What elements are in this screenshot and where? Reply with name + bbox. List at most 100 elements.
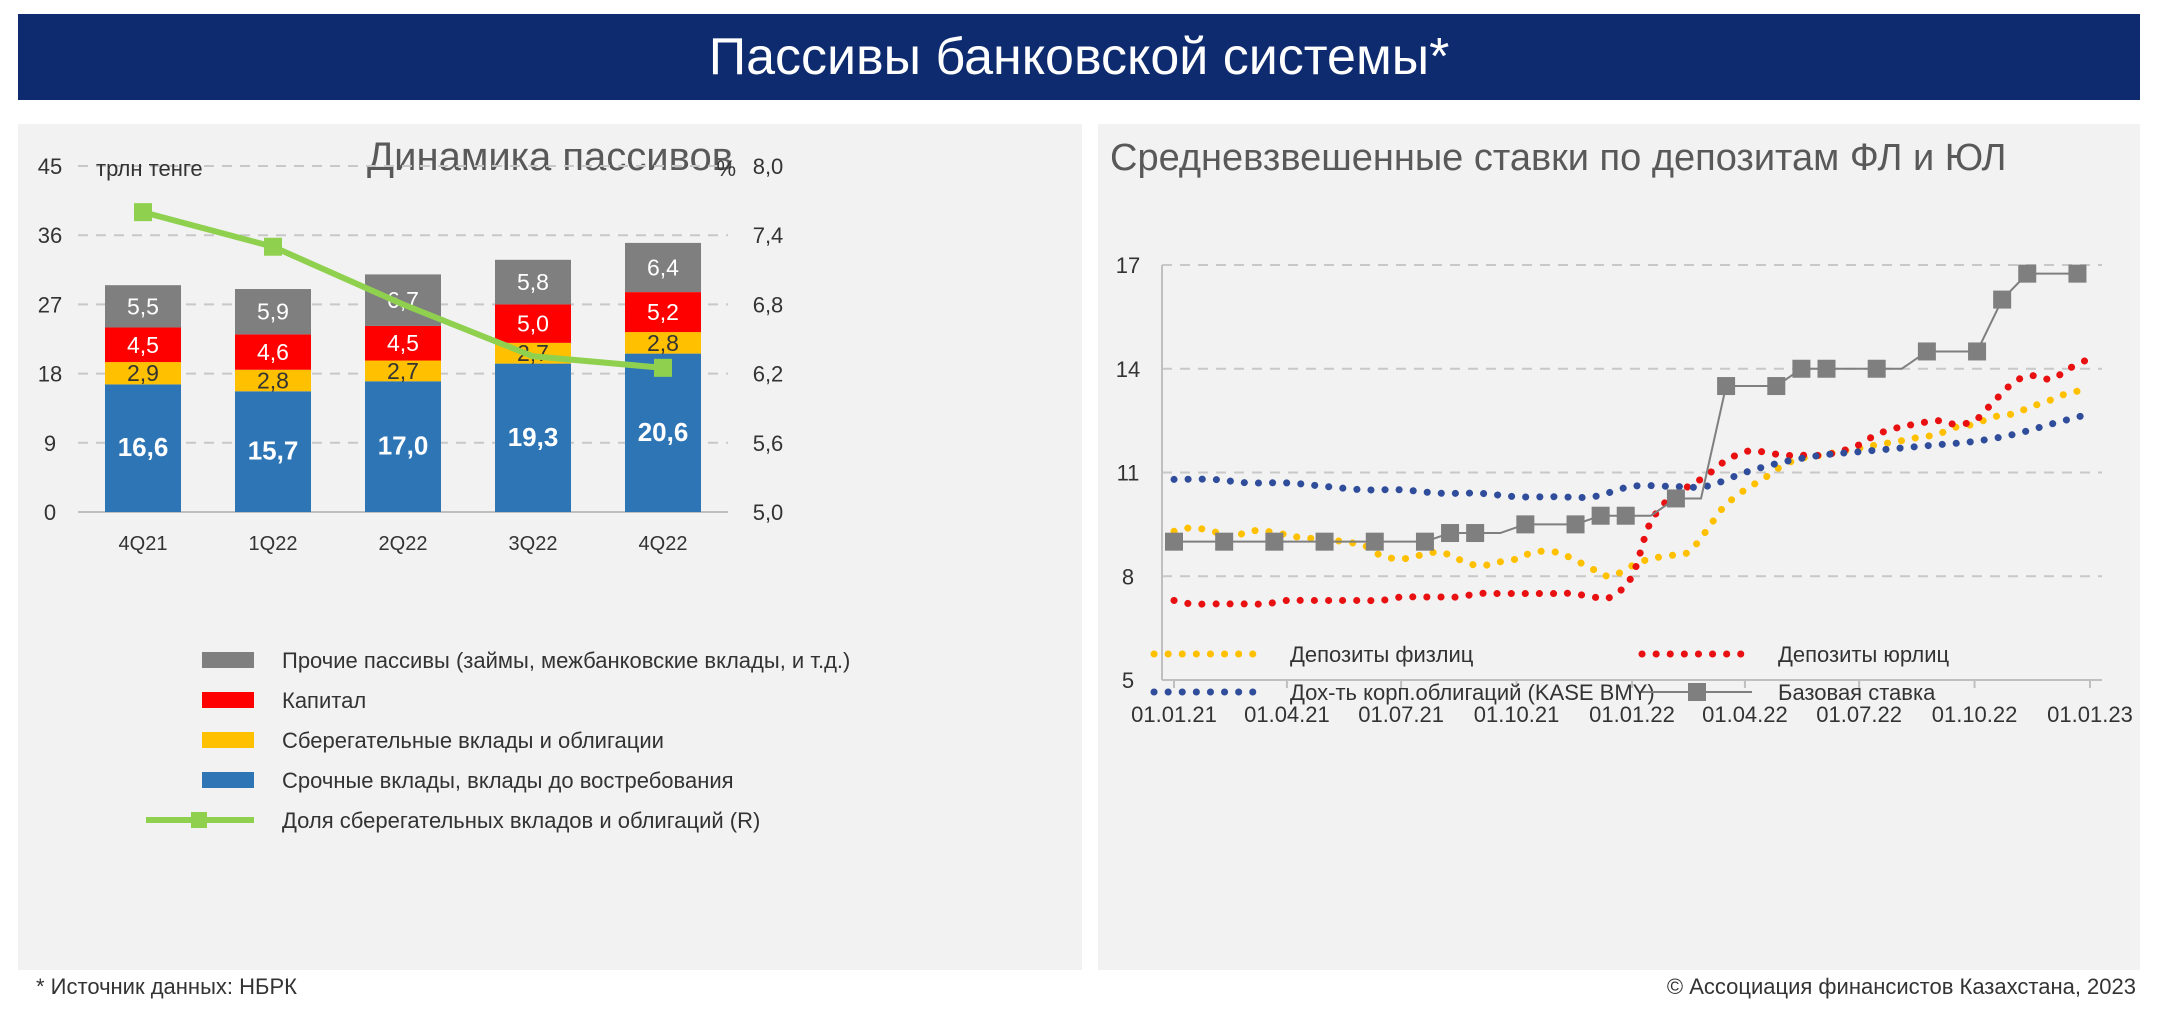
y-tick-label: 36 — [38, 223, 62, 248]
bar-data-label: 20,6 — [638, 417, 689, 447]
bar-data-label: 5,9 — [257, 299, 289, 325]
bar-segment-capital — [235, 334, 311, 370]
chart-title: Средневзвешенные ставки по депозитам ФЛ … — [1110, 137, 2006, 179]
bar-segment-other — [495, 259, 571, 305]
bar-segment-deposits — [625, 353, 701, 512]
y2-tick-label: 7,4 — [753, 223, 784, 248]
legend-swatch-savings — [202, 732, 254, 748]
bar-segment-capital — [365, 325, 441, 361]
legend-label: Капитал — [282, 688, 366, 713]
series-marker-base_rate — [1165, 532, 1183, 551]
y-tick-label: 45 — [38, 154, 62, 179]
x-tick-label: 01.04.22 — [1702, 702, 1788, 727]
x-tick-label: 1Q22 — [249, 533, 298, 555]
bar-segment-capital — [105, 327, 181, 363]
bar-data-label: 5,0 — [517, 311, 549, 337]
series-marker-base_rate — [1867, 359, 1886, 378]
series-line-corporates — [1170, 354, 2094, 608]
bar-data-label: 2,8 — [647, 330, 679, 356]
legend-swatch-marker — [191, 812, 207, 828]
y2-tick-label: 5,6 — [753, 431, 784, 456]
bar-segment-savings — [365, 360, 441, 382]
chart-title: Динамика пассивов — [367, 135, 733, 179]
series-marker-base_rate — [1566, 515, 1585, 534]
x-tick-label: 01.01.23 — [2047, 702, 2133, 727]
bar-data-label: 2,8 — [257, 368, 289, 394]
legend-label: Дох-ть корп.облигаций (KASE BMY) — [1290, 680, 1655, 705]
series-marker-base_rate — [1315, 532, 1334, 551]
legend-swatch-other — [202, 652, 254, 668]
series-marker-base_rate — [1441, 524, 1460, 543]
y-tick-label: 27 — [38, 292, 62, 317]
liabilities-chart: Динамика пассивов 0 9 18 27 36 45 5,0 5,6 6,2 6,8 7… — [38, 135, 851, 833]
x-tick-label: 01.10.22 — [1932, 702, 2018, 727]
x-tick-label: 01.07.22 — [1816, 702, 1902, 727]
bar-data-label: 4,5 — [387, 330, 419, 356]
series-marker-base_rate — [1591, 506, 1610, 525]
legend-label: Доля сберегательных вкладов и облигаций … — [282, 808, 760, 833]
y-tick-label: 18 — [38, 362, 62, 387]
series-marker-base_rate — [1365, 532, 1384, 551]
y-tick-label: 14 — [1116, 357, 1140, 382]
y-tick-label: 5 — [1122, 668, 1134, 693]
copyright-note: © Ассоциация финансистов Казахстана, 202… — [1666, 974, 2136, 999]
legend-label: Срочные вклады, вклады до востребования — [282, 768, 734, 793]
x-tick-label: 01.10.21 — [1474, 702, 1560, 727]
share-line — [142, 209, 664, 371]
share-line-marker — [654, 358, 672, 377]
page-title: Пассивы банковской системы* — [18, 14, 2140, 100]
bar-segment-savings — [105, 362, 181, 385]
bar-data-label: 4,6 — [257, 339, 289, 365]
legend-swatch-marker — [1688, 683, 1706, 701]
x-tick-label: 01.01.21 — [1131, 702, 1217, 727]
series-marker-base_rate — [1792, 359, 1811, 378]
legend-label: Прочие пассивы (займы, межбанковские вкл… — [282, 648, 850, 673]
legend-label: Депозиты юрлиц — [1778, 642, 1950, 667]
y2-tick-label: 6,8 — [753, 292, 784, 317]
x-tick-label: 3Q22 — [509, 533, 558, 555]
y-tick-label: 8 — [1122, 564, 1134, 589]
y2-tick-label: 6,2 — [753, 362, 784, 387]
bar-data-label: 19,3 — [508, 422, 559, 452]
bar-segment-capital — [625, 292, 701, 333]
bar-data-label: 17,0 — [378, 431, 429, 461]
bar-data-label: 6,4 — [647, 254, 679, 280]
series-marker-base_rate — [1415, 532, 1434, 551]
bar-segment-deposits — [105, 384, 181, 512]
x-tick-label: 01.04.21 — [1244, 702, 1330, 727]
series-marker-base_rate — [2068, 264, 2087, 283]
bar-segment-savings — [235, 369, 311, 392]
bar-segment-deposits — [365, 381, 441, 512]
x-tick-label: 01.01.22 — [1589, 702, 1675, 727]
bar-segment-other — [235, 289, 311, 335]
series-marker-base_rate — [1917, 342, 1936, 361]
series-marker-base_rate — [1516, 515, 1535, 534]
rates-chart: Средневзвешенные ставки по депозитам ФЛ … — [1110, 137, 2133, 727]
legend-swatch-deposits — [202, 772, 254, 788]
series-marker-base_rate — [1265, 532, 1284, 551]
series-marker-base_rate — [1466, 524, 1485, 543]
legend-label: Базовая ставка — [1778, 680, 1936, 705]
series-line-base_rate — [1174, 272, 2078, 543]
x-tick-label: 4Q22 — [639, 533, 688, 555]
series-marker-base_rate — [1993, 290, 2012, 309]
legend-label: Сберегательные вклады и облигации — [282, 728, 664, 753]
series-marker-base_rate — [1817, 359, 1836, 378]
y-tick-label: 9 — [44, 431, 56, 456]
rates-chart-panel: Средневзвешенные ставки по депозитам ФЛ … — [1098, 124, 2140, 970]
bar-segment-capital — [495, 304, 571, 343]
series-marker-base_rate — [1767, 377, 1786, 396]
bar-data-label: 15,7 — [248, 436, 299, 466]
bar-data-label: 5,5 — [127, 293, 159, 319]
source-note: * Источник данных: НБРК — [36, 974, 297, 999]
y2-axis-label: % — [716, 156, 736, 181]
series-marker-base_rate — [1717, 377, 1736, 396]
bar-segment-other — [105, 285, 181, 328]
bar-data-label: 2,9 — [127, 360, 159, 386]
x-tick-label: 01.07.21 — [1358, 702, 1444, 727]
x-tick-label: 4Q21 — [119, 533, 168, 555]
bar-segment-savings — [625, 332, 701, 354]
y-tick-label: 17 — [1116, 253, 1140, 278]
legend-swatch-capital — [202, 692, 254, 708]
bar-data-label: 5,2 — [647, 299, 679, 325]
